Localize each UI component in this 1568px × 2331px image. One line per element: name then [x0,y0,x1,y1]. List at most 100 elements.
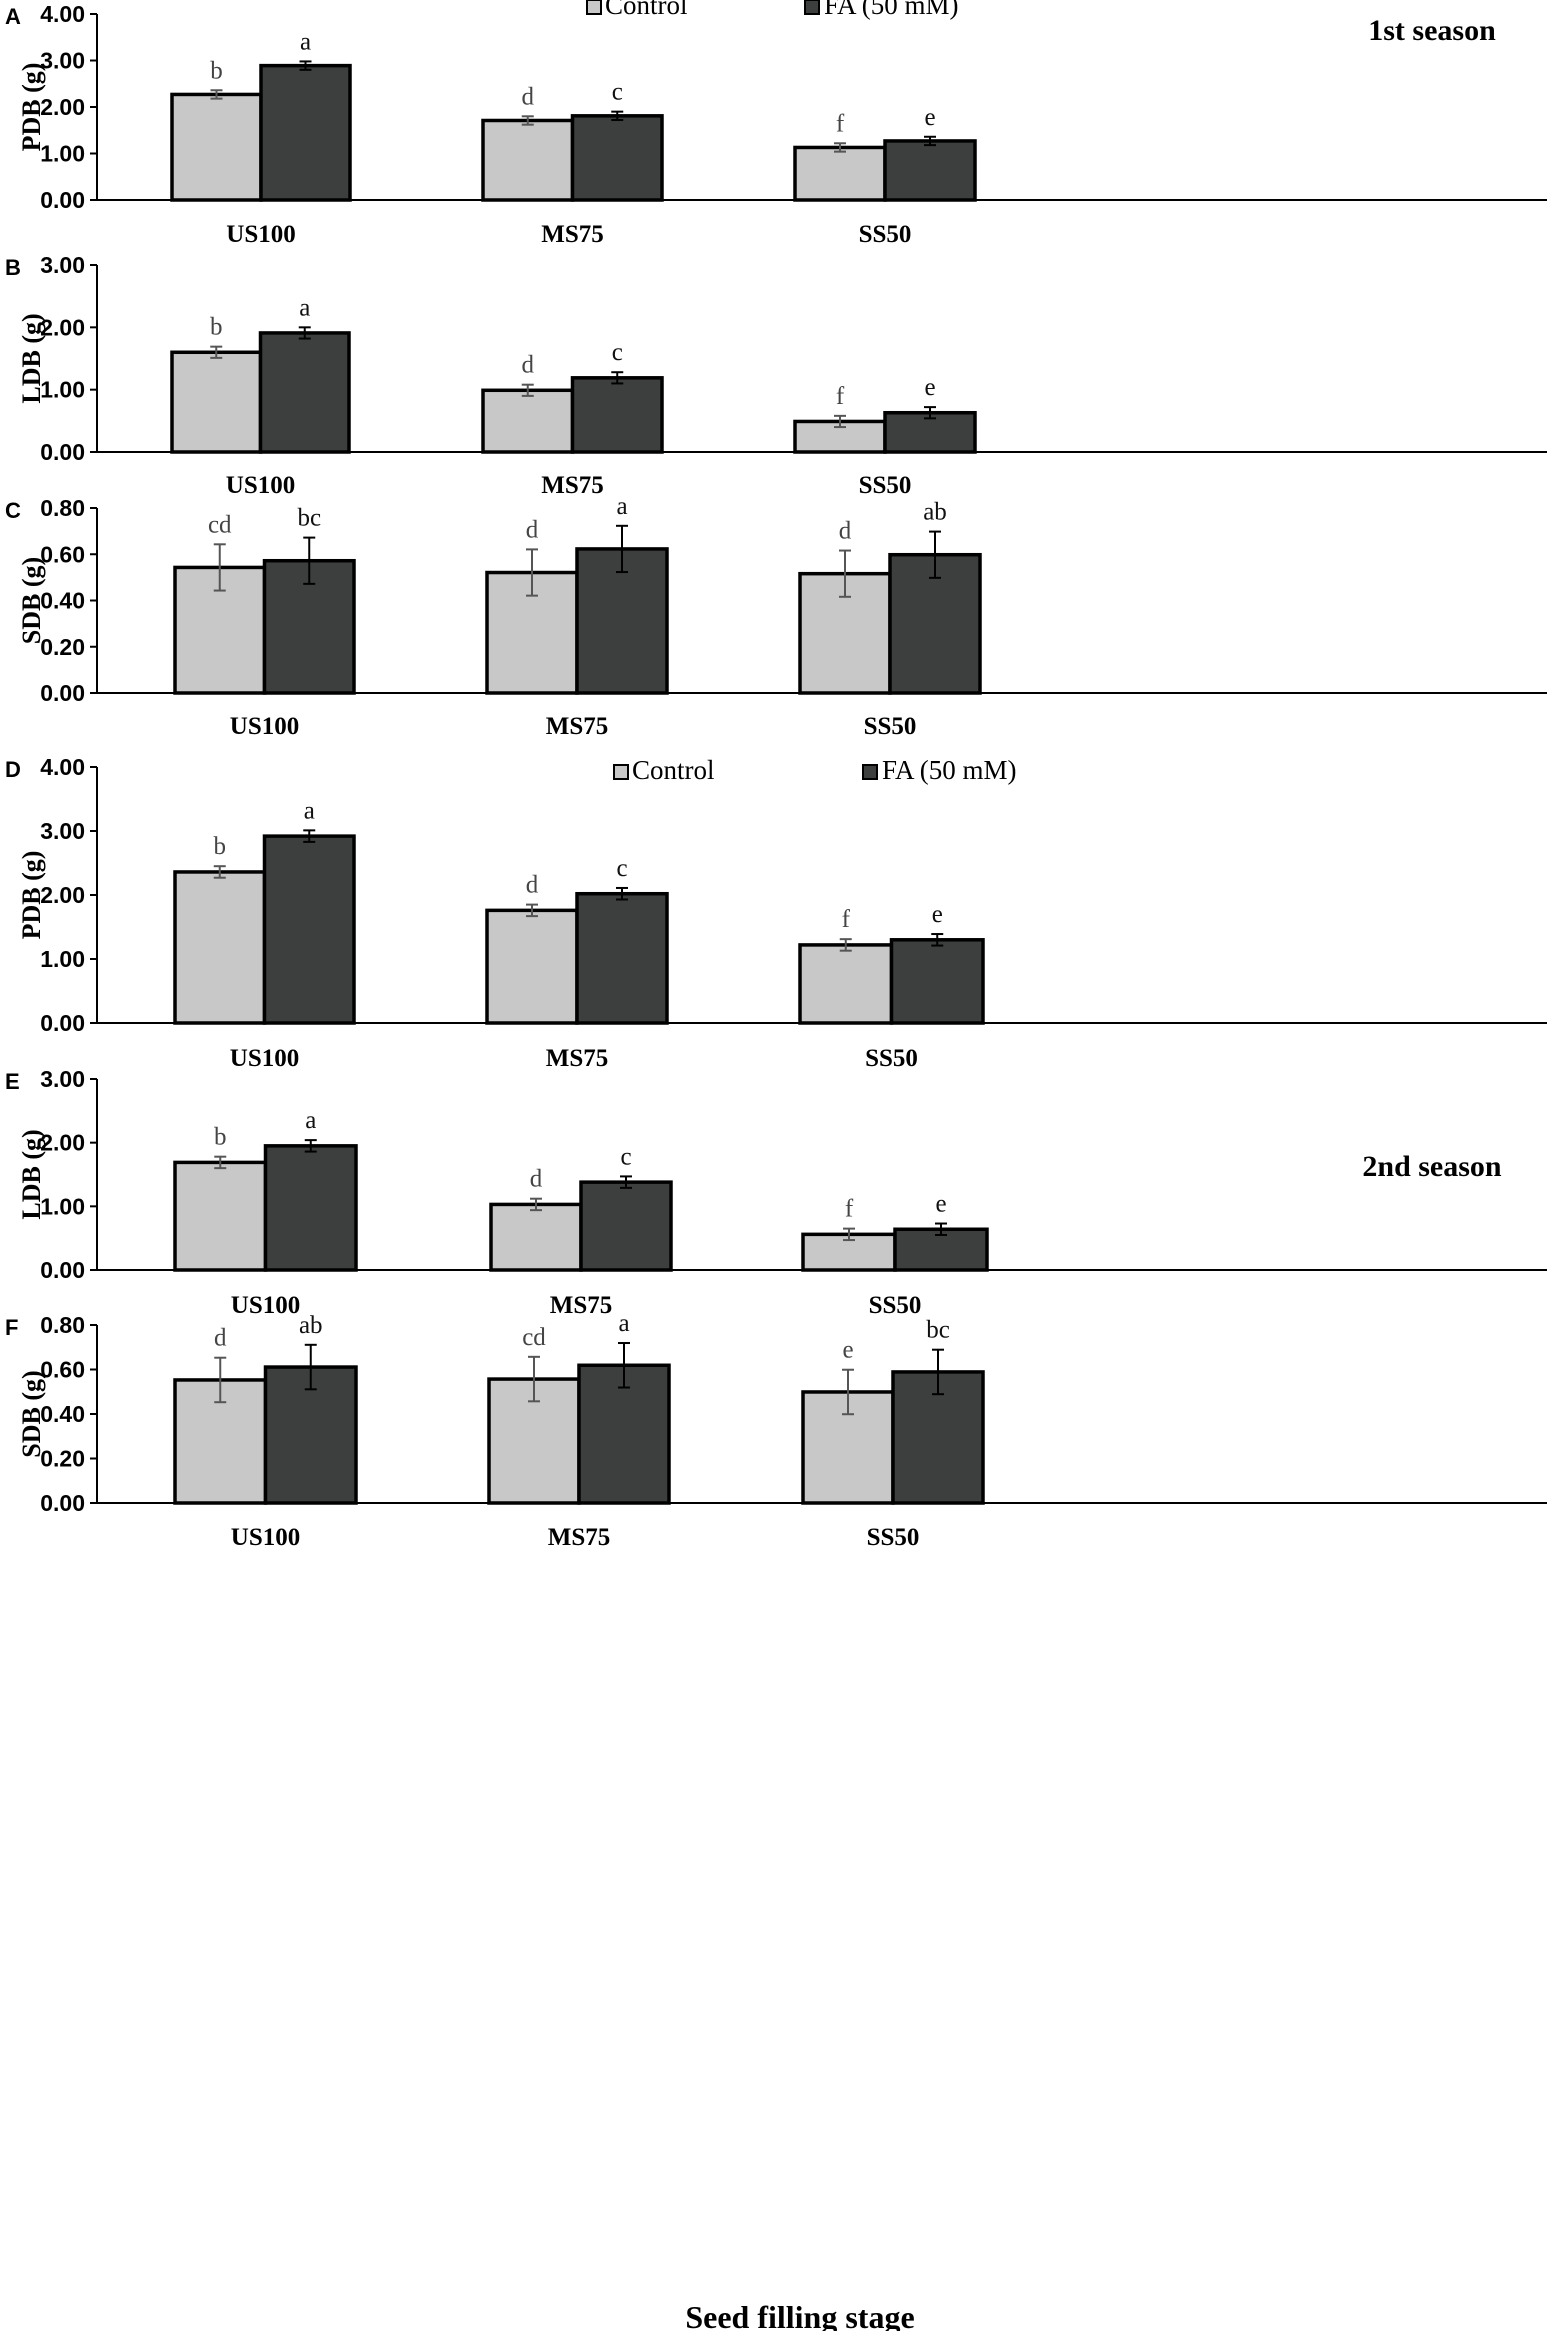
y-axis-title: LDB (g) [17,313,46,403]
panel-letter: D [5,757,21,782]
bar-fa-ss50 [883,139,977,202]
legend-label-fa: FA (50 mM) [824,0,959,20]
bar-control-us100 [173,870,267,1025]
panel-a: A PDB (g) 0.00 1.00 2.00 3.00 4.00 b a US100 d c MS7… [5,0,1547,248]
significance-letter: a [618,1310,629,1337]
y-axis-title: LDB (g) [17,1129,46,1219]
category-label-ss50: SS50 [865,1045,918,1072]
bar-control-us100 [173,1160,268,1272]
significance-letter: ab [923,499,947,526]
bar-control-us100 [170,92,263,202]
category-label-ms75: MS75 [546,713,609,740]
y-tick-label: 0.40 [40,1401,85,1427]
y-tick-label: 1.00 [40,377,85,403]
y-tick-label: 1.00 [40,1193,85,1219]
significance-letter: e [932,901,943,928]
panel-e: E LDB (g) 0.00 1.00 2.00 3.00 b a US100 d c MS75 f e S… [5,1066,1547,1319]
category-label-us100: US100 [230,1045,299,1072]
y-tick-label: 4.00 [40,1,85,27]
bar-fa-us100 [263,1144,358,1272]
significance-letter: c [620,1143,631,1170]
legend-swatch-fa [804,0,820,15]
significance-letter: f [836,383,845,410]
legend-label-control: Control [605,0,688,20]
significance-letter: d [214,1325,227,1352]
y-tick-label: 0.00 [40,187,85,213]
y-tick-label: 0.00 [40,439,85,465]
category-label-ss50: SS50 [869,1292,922,1319]
significance-letter: b [210,57,223,84]
significance-letter: b [214,1124,227,1151]
category-label-us100: US100 [230,713,299,740]
significance-letter: d [526,872,539,899]
panel-letter: E [5,1069,20,1094]
y-tick-label: 0.60 [40,541,85,567]
significance-letter: cd [208,511,232,538]
legend-swatch-control [613,764,629,780]
legend-label-control: Control [632,755,715,785]
significance-letter: d [526,516,539,543]
panel-letter: B [5,255,21,280]
category-label-ms75: MS75 [550,1292,613,1319]
y-tick-label: 4.00 [40,754,85,780]
y-tick-label: 3.00 [40,252,85,278]
significance-letter: b [214,833,227,860]
significance-letter: d [530,1166,543,1193]
legend: Control FA (50 mM) [613,755,1017,785]
bar-fa-ms75 [579,1180,673,1272]
significance-letter: e [842,1337,853,1364]
season-label: 1st season [1368,14,1496,47]
significance-letter: bc [926,1317,950,1344]
y-tick-label: 0.20 [40,1446,85,1472]
significance-letter: bc [297,505,321,532]
bar-fa-us100 [259,63,352,202]
significance-letter: a [304,797,315,824]
legend-swatch-control [586,0,602,15]
x-axis-title: Seed filling stage [685,2299,914,2331]
y-tick-label: 0.00 [40,1010,85,1036]
bar-control-ms75 [481,118,575,202]
significance-letter: a [305,1107,316,1134]
panel-b: B LDB (g) 0.00 1.00 2.00 3.00 b a US100 d c MS75 f e S… [5,252,1547,499]
y-axis-title: SDB (g) [17,557,46,644]
significance-letter: e [935,1191,946,1218]
significance-letter: a [616,493,627,520]
y-tick-label: 0.80 [40,495,85,521]
bar-control-ss50 [793,419,887,454]
significance-letter: d [839,518,852,545]
y-tick-label: 0.00 [40,1490,85,1516]
category-label-ss50: SS50 [859,221,912,248]
bar-control-ss50 [793,145,887,202]
category-label-ms75: MS75 [541,221,604,248]
legend-swatch-fa [862,764,878,780]
y-axis-title: PDB (g) [17,851,46,940]
bar-fa-ms75 [570,376,664,454]
y-tick-label: 2.00 [40,1130,85,1156]
legend: Control FA (50 mM) [586,0,959,20]
panel-letter: F [5,1315,18,1340]
y-tick-label: 2.00 [40,882,85,908]
significance-letter: ab [299,1312,323,1339]
category-label-ms75: MS75 [548,1524,611,1551]
significance-letter: a [299,294,310,321]
significance-letter: a [300,28,311,55]
y-axis-title: SDB (g) [17,1370,46,1457]
significance-letter: d [522,352,535,379]
y-tick-label: 0.00 [40,680,85,706]
y-tick-label: 0.60 [40,1357,85,1383]
y-tick-label: 3.00 [40,48,85,74]
panel-f: F SDB (g) 0.00 0.20 0.40 0.60 0.80 d ab US100 cd a M… [5,1310,1547,1551]
panel-c: C SDB (g) 0.00 0.20 0.40 0.60 0.80 cd bc US100 d a M… [5,493,1547,740]
panel-letter: C [5,498,21,523]
y-tick-label: 1.00 [40,141,85,167]
category-label-ss50: SS50 [859,472,912,499]
significance-letter: cd [522,1324,546,1351]
bar-control-ss50 [798,943,894,1025]
y-tick-label: 2.00 [40,314,85,340]
significance-letter: d [522,83,535,110]
y-tick-label: 1.00 [40,946,85,972]
y-tick-label: 0.20 [40,634,85,660]
category-label-ms75: MS75 [546,1045,609,1072]
y-axis-title: PDB (g) [17,63,46,152]
